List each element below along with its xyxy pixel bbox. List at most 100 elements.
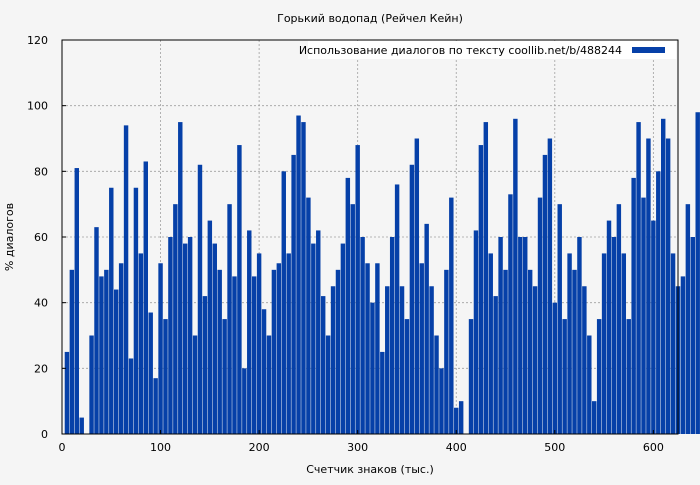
- bar: [444, 269, 449, 434]
- bar: [247, 230, 252, 434]
- bar: [596, 319, 602, 434]
- bar: [380, 351, 385, 434]
- bar: [458, 401, 464, 434]
- bar: [557, 204, 562, 434]
- bar: [375, 263, 380, 434]
- x-tick-label: 600: [643, 441, 664, 454]
- bar: [271, 269, 277, 434]
- x-tick-label: 100: [150, 441, 171, 454]
- y-tick-label: 0: [41, 428, 48, 441]
- bar: [547, 138, 553, 434]
- bar: [217, 269, 222, 434]
- bar: [266, 335, 272, 434]
- bar: [256, 253, 262, 434]
- bar: [94, 227, 99, 434]
- bar: [508, 194, 513, 434]
- bar: [148, 312, 153, 434]
- bar: [370, 302, 375, 434]
- x-axis-label: Счетчик знаков (тыс.): [306, 463, 434, 476]
- bar: [409, 164, 415, 434]
- bar: [503, 269, 508, 434]
- bar: [227, 204, 232, 434]
- bar: [394, 184, 400, 434]
- bar: [207, 220, 213, 434]
- bar: [523, 237, 528, 434]
- bar: [187, 237, 193, 434]
- bar: [69, 269, 75, 434]
- bar: [611, 237, 617, 434]
- bar: [89, 335, 94, 434]
- bar: [128, 358, 134, 434]
- bar: [316, 230, 321, 434]
- bar: [182, 243, 188, 434]
- bar: [582, 286, 587, 434]
- bar: [138, 253, 144, 434]
- bar: [685, 204, 691, 434]
- bar: [301, 122, 306, 434]
- bar: [537, 197, 543, 434]
- bar: [518, 237, 523, 434]
- bar: [651, 220, 656, 434]
- bar: [212, 243, 217, 434]
- bar: [178, 122, 183, 434]
- bar: [365, 263, 370, 434]
- bar: [355, 145, 360, 435]
- bar: [552, 302, 558, 434]
- x-tick-label: 300: [347, 441, 368, 454]
- bar: [690, 237, 696, 434]
- bar: [261, 309, 267, 434]
- x-tick-label: 0: [59, 441, 66, 454]
- bar: [646, 138, 651, 434]
- bar: [626, 319, 631, 434]
- bar: [483, 122, 489, 434]
- y-tick-label: 40: [34, 297, 48, 310]
- legend-swatch: [632, 47, 665, 53]
- bar: [419, 263, 424, 434]
- bar: [242, 368, 247, 434]
- bar: [99, 276, 104, 434]
- bar: [656, 171, 661, 435]
- bar: [153, 378, 158, 434]
- bar: [202, 296, 208, 434]
- bar: [296, 115, 301, 435]
- bar: [325, 335, 331, 434]
- bar: [488, 253, 493, 434]
- bar: [439, 368, 444, 434]
- y-tick-label: 120: [27, 34, 48, 47]
- y-tick-label: 100: [27, 100, 48, 113]
- y-tick-label: 20: [34, 362, 48, 375]
- y-axis-label: % диалогов: [3, 203, 16, 271]
- bar: [330, 286, 336, 434]
- bar: [665, 138, 671, 434]
- bar: [192, 335, 198, 434]
- bar: [542, 154, 548, 434]
- bar: [345, 177, 351, 434]
- bar: [237, 145, 242, 435]
- bar: [621, 253, 627, 434]
- bar: [616, 204, 622, 434]
- bar: [404, 319, 410, 434]
- bar: [163, 319, 168, 434]
- bar: [123, 125, 129, 434]
- bar: [64, 351, 70, 434]
- bar: [660, 118, 666, 435]
- legend: Использование диалогов по тексту coollib…: [299, 41, 676, 59]
- bar: [606, 220, 612, 434]
- bar: [577, 237, 582, 434]
- bar: [118, 263, 124, 434]
- bar: [251, 276, 257, 434]
- bar: [311, 243, 316, 434]
- bar: [74, 168, 80, 435]
- bar: [454, 407, 459, 434]
- bar: [173, 204, 178, 434]
- bar: [449, 197, 454, 434]
- bars: [64, 112, 700, 435]
- bar: [281, 171, 286, 435]
- chart-title: Горький водопад (Рейчел Кейн): [277, 12, 463, 25]
- bar: [168, 237, 173, 434]
- bar: [232, 276, 237, 434]
- bar: [567, 253, 572, 434]
- bar: [340, 243, 346, 434]
